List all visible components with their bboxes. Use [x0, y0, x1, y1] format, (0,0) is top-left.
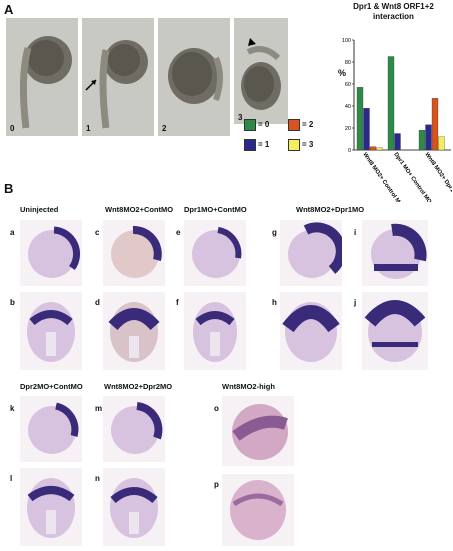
title-dpr2-contmo: Dpr2MO+ContMO [20, 382, 83, 391]
sublabel-c: c [95, 228, 100, 237]
bar [363, 108, 370, 151]
embryo-0-drawing [19, 36, 72, 129]
ish-o [222, 396, 294, 466]
sublabel-h: h [272, 298, 277, 307]
sublabel-l: l [10, 474, 13, 483]
ish-k [20, 396, 82, 462]
embryo-photo-1 [82, 18, 154, 136]
y-tick-label: 100 [342, 38, 351, 44]
embryo-photo-2 [158, 18, 230, 136]
ish-c [103, 220, 165, 286]
embryo-label-3: 3 [238, 113, 243, 122]
sublabel-m: m [95, 404, 103, 413]
legend-swatch-1 [244, 138, 256, 151]
bar [356, 87, 364, 151]
sublabel-k: k [10, 404, 15, 413]
bar [425, 124, 432, 151]
sublabel-b: b [10, 298, 15, 307]
ish-i [362, 220, 428, 286]
ish-d [103, 292, 165, 370]
bar [369, 146, 377, 151]
sublabel-f: f [176, 298, 179, 307]
embryo-photo-3 [234, 18, 288, 124]
legend-label-1: = 1 [258, 140, 270, 150]
title-wnt8-dpr1: Wnt8MO2+Dpr1MO [296, 205, 365, 214]
title-wnt8-high: Wnt8MO2-high [222, 382, 275, 391]
y-tick-label: 60 [345, 82, 351, 88]
title-wnt8-contmo: Wnt8MO2+ContMO [105, 205, 174, 214]
panel-b-letter: B [4, 181, 14, 196]
chart-legend: = 0 = 2 = 1 = 3 [244, 116, 336, 151]
y-tick-label: 0 [348, 148, 351, 154]
bar [394, 133, 401, 151]
sublabel-j: j [354, 298, 357, 307]
ish-n [103, 468, 165, 546]
y-tick-label: 40 [345, 104, 351, 110]
embryo-label-2: 2 [162, 124, 167, 133]
x-category-label: Wnt8 MO2+ Control MO (130) [361, 152, 412, 202]
ish-h [280, 292, 342, 370]
bar [438, 136, 445, 151]
ish-p [222, 474, 294, 546]
ish-j [362, 292, 428, 370]
embryo-photo-0 [6, 18, 78, 136]
legend-label-0: = 0 [258, 120, 270, 130]
sublabel-p: p [214, 480, 219, 489]
sublabel-d: d [95, 298, 100, 307]
legend-label-2: = 2 [302, 120, 314, 130]
ish-b [20, 292, 82, 370]
bar [418, 130, 426, 151]
y-tick-label: 20 [345, 126, 351, 132]
sublabel-g: g [272, 228, 277, 237]
ish-e [184, 220, 246, 286]
ish-a [20, 220, 82, 286]
sublabel-i: i [354, 228, 357, 237]
legend-label-3: = 3 [302, 140, 314, 150]
legend-swatch-3 [288, 138, 300, 151]
embryo-label-0: 0 [10, 124, 15, 133]
bar [431, 98, 439, 151]
ish-m [103, 396, 165, 462]
title-dpr1-contmo: Dpr1MO+ContMO [184, 205, 247, 214]
ish-l [20, 468, 82, 546]
ish-g [280, 220, 346, 286]
embryo-label-1: 1 [86, 124, 91, 133]
title-wnt8-dpr2: Wnt8MO2+Dpr2MO [104, 382, 173, 391]
bar [387, 56, 395, 151]
embryo-2-drawing [168, 48, 223, 104]
embryo-3-drawing [241, 38, 281, 110]
embryo-1-drawing [85, 40, 148, 129]
legend-swatch-2 [288, 118, 300, 131]
sublabel-e: e [176, 228, 181, 237]
panel-a-letter: A [4, 2, 14, 17]
title-uninjected: Uninjected [20, 205, 59, 214]
bar [376, 147, 383, 151]
sublabel-o: o [214, 404, 219, 413]
chart-title: Dpr1 & Wnt8 ORF1+2 interaction [353, 2, 434, 21]
y-tick-label: 80 [345, 60, 351, 66]
sublabel-n: n [95, 474, 100, 483]
chart-ylabel: % [338, 68, 347, 78]
sublabel-a: a [10, 228, 15, 237]
legend-swatch-0 [244, 118, 256, 131]
ish-f [184, 292, 246, 370]
